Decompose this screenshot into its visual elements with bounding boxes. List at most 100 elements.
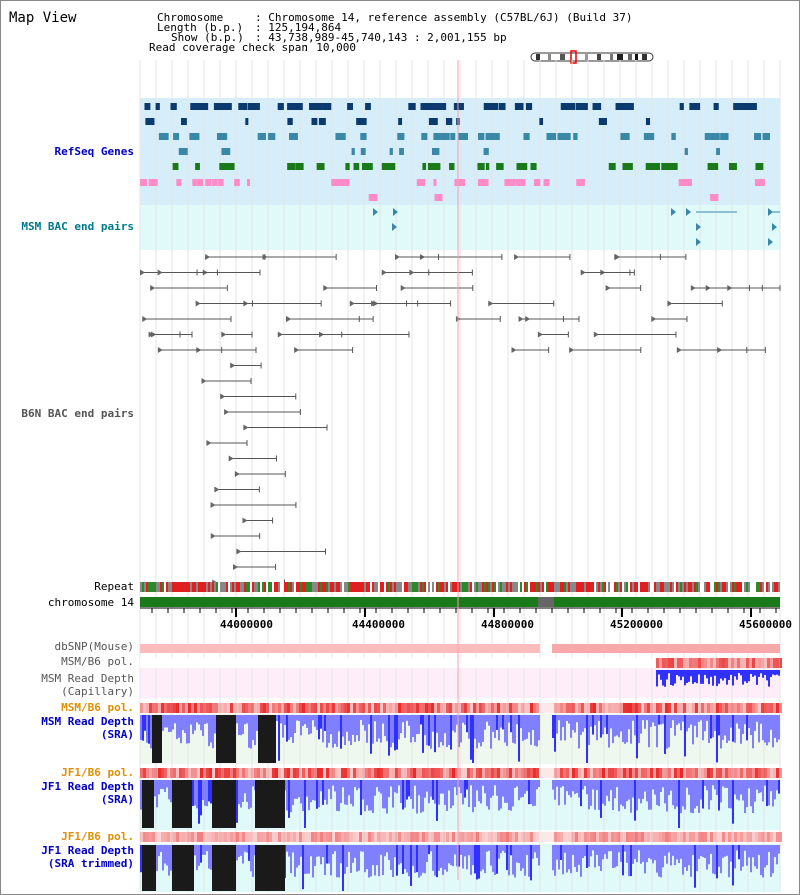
pol-bin [401,768,404,778]
pol-bin [146,768,149,778]
depth-bin [250,845,252,872]
depth-bin [718,670,720,684]
label-msm-bac[interactable]: MSM BAC end pairs [21,220,134,233]
gene-feature [543,179,550,186]
depth-peak [694,845,696,888]
repeat-segment [318,582,320,592]
depth-bin [430,780,432,797]
depth-bin [210,715,212,743]
depth-peak [340,715,342,749]
repeat-segment [556,582,558,592]
pol-bin [488,703,491,713]
depth-peak [342,845,344,891]
depth-bin [708,780,710,810]
pol-bin [371,832,374,842]
label-jf1-b6-pol[interactable]: JF1/B6 pol. [61,766,134,779]
repeat-segment [410,582,412,592]
label-msm-b6-pol[interactable]: MSM/B6 pol. [61,655,134,668]
pol-bin [779,832,782,842]
depth-bin [416,715,418,735]
depth-bin [424,715,426,736]
depth-bin [680,715,682,731]
depth-bin [490,780,492,798]
pol-bin [770,768,773,778]
dbsnp-bar [552,644,780,653]
depth-bin [568,845,570,870]
pol-bin [308,832,311,842]
pol-bin [734,703,737,713]
gene-feature [397,133,405,140]
label-jf1-b6-pol-2[interactable]: JF1/B6 pol. [61,830,134,843]
depth-bin [492,780,494,796]
chromosome-ideogram[interactable] [530,50,654,64]
b6n-bac-marker [676,347,682,353]
pol-bin [215,832,218,842]
pol-bin [311,768,314,778]
gene-feature [220,103,230,110]
depth-bin [426,845,428,863]
pol-bin [638,768,641,778]
label-msm-depth-cap-1[interactable]: MSM Read Depth [41,672,134,685]
pol-bin [503,832,506,842]
pol-bin [188,768,191,778]
depth-bin [374,715,376,722]
gene-feature [710,194,719,201]
label-jf1-depth-trim-1[interactable]: JF1 Read Depth [41,844,134,857]
pol-bin [194,768,197,778]
gene-feature [173,133,180,140]
pol-bin [674,832,677,842]
pol-bin [422,768,425,778]
pol-bin [371,703,374,713]
depth-bin [718,845,720,867]
pol-bin [695,768,698,778]
depth-bin [700,845,702,857]
pol-bin [749,658,752,668]
pol-bin [737,832,740,842]
depth-bin [196,845,198,871]
depth-bin [458,715,460,748]
pol-bin [149,768,152,778]
depth-bin [356,845,358,872]
repeat-segment [182,582,184,592]
depth-bin [462,845,464,869]
depth-bin [712,780,714,786]
pol-bin [632,768,635,778]
label-refseq-genes[interactable]: RefSeq Genes [54,145,134,158]
pol-bin [506,703,509,713]
gene-feature [728,163,737,170]
depth-bin [442,780,444,794]
depth-peak [302,845,304,890]
depth-peak [476,845,478,880]
depth-bin [512,780,514,807]
depth-bin [310,845,312,857]
depth-bin [366,780,368,806]
pol-bin [233,768,236,778]
depth-bin [582,780,584,790]
pol-bin [239,703,242,713]
label-msm-depth-sra-1[interactable]: MSM Read Depth [41,715,134,728]
depth-bin [382,780,384,809]
depth-peak [732,780,734,824]
gene-feature [145,118,155,125]
pol-bin [488,832,491,842]
depth-peak [192,780,194,806]
label-jf1-depth-sra-1[interactable]: JF1 Read Depth [41,780,134,793]
msm-bac-marker [393,208,398,216]
pol-bin [152,703,155,713]
depth-bin [364,715,366,731]
repeat-segment [426,582,428,592]
label-b6n-bac[interactable]: B6N BAC end pairs [21,407,134,420]
pol-bin [149,703,152,713]
pol-bin [233,832,236,842]
depth-bin [736,845,738,851]
depth-bin [256,715,258,731]
depth-bin [408,715,410,726]
gene-feature [618,103,627,110]
depth-bin [508,845,510,876]
label-dbsnp[interactable]: dbSNP(Mouse) [54,640,134,653]
depth-bin [626,845,628,863]
repeat-segment [156,582,158,592]
label-msm-b6-pol-2[interactable]: MSM/B6 pol. [61,701,134,714]
depth-bin [678,845,680,864]
